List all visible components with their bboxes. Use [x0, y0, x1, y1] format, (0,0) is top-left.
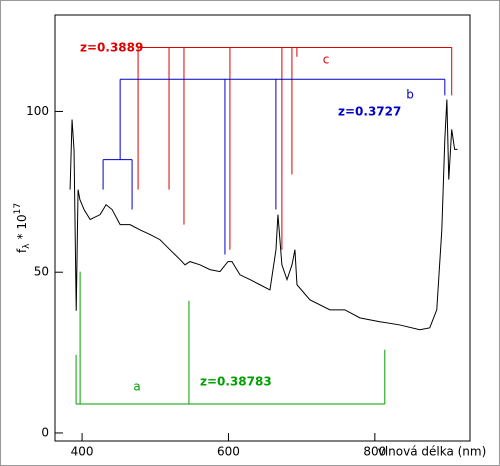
system-redshift: z=0.38783: [200, 375, 272, 389]
x-tick-label: 800: [363, 445, 386, 459]
y-label-sub: λ: [22, 243, 32, 249]
plot-frame: [54, 14, 471, 442]
y-tick-label: 50: [34, 265, 49, 279]
y-label-mid: * 10: [15, 214, 29, 239]
y-label-sup: 17: [13, 203, 23, 214]
x-tick-label: 400: [71, 445, 94, 459]
system-redshift: z=0.3889: [80, 41, 143, 55]
system-name: a: [133, 380, 140, 394]
x-tick-label: 600: [217, 445, 240, 459]
system-redshift: z=0.3727: [338, 105, 401, 119]
y-tick-label: 0: [41, 425, 49, 439]
y-axis-label: fλ * 1017: [13, 203, 32, 253]
spectrum-line: [69, 99, 458, 331]
x-axis-label: vlnová délka (nm): [378, 445, 487, 459]
y-tick-label: 100: [26, 104, 49, 118]
system-name: b: [406, 88, 414, 102]
y-label-base: f: [15, 248, 29, 253]
system-name: c: [323, 53, 330, 67]
